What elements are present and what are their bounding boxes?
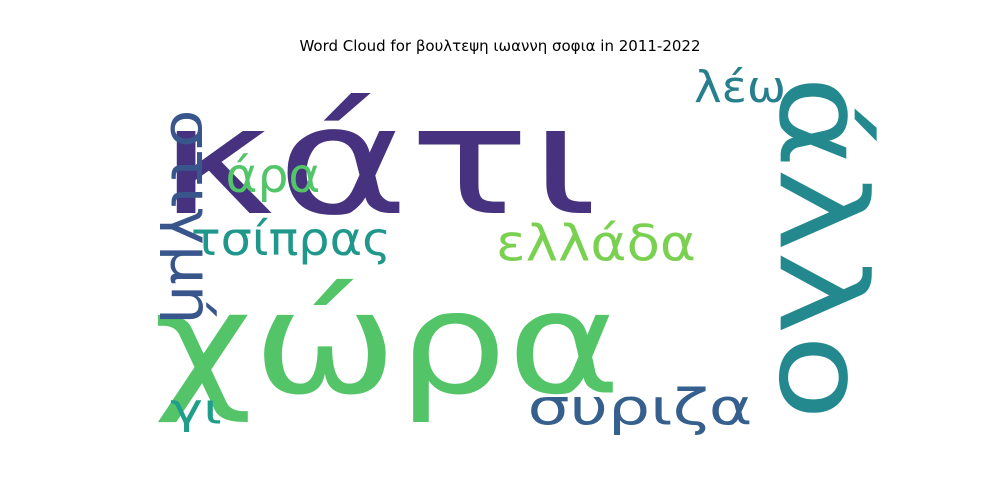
word-2: χώρα [153, 261, 621, 426]
word-10: γι [170, 384, 222, 433]
word-8: λέω [694, 61, 786, 112]
word-4: στιγμή [158, 110, 223, 325]
word-cloud-area: κάτι χώρα άλλο στιγμή ελλάδα τσίπρας άρα λέω συρ… [125, 60, 900, 448]
word-9: συριζα [528, 378, 753, 437]
word-7: άρα [226, 148, 321, 204]
word-3: άλλο [752, 76, 892, 421]
chart-title: Word Cloud for βουλτεψη ιωαννη σοφια in … [299, 37, 701, 55]
word-6: τσίπρας [191, 213, 391, 266]
word-5: ελλάδα [496, 215, 696, 273]
word-1: κάτι [158, 73, 598, 248]
